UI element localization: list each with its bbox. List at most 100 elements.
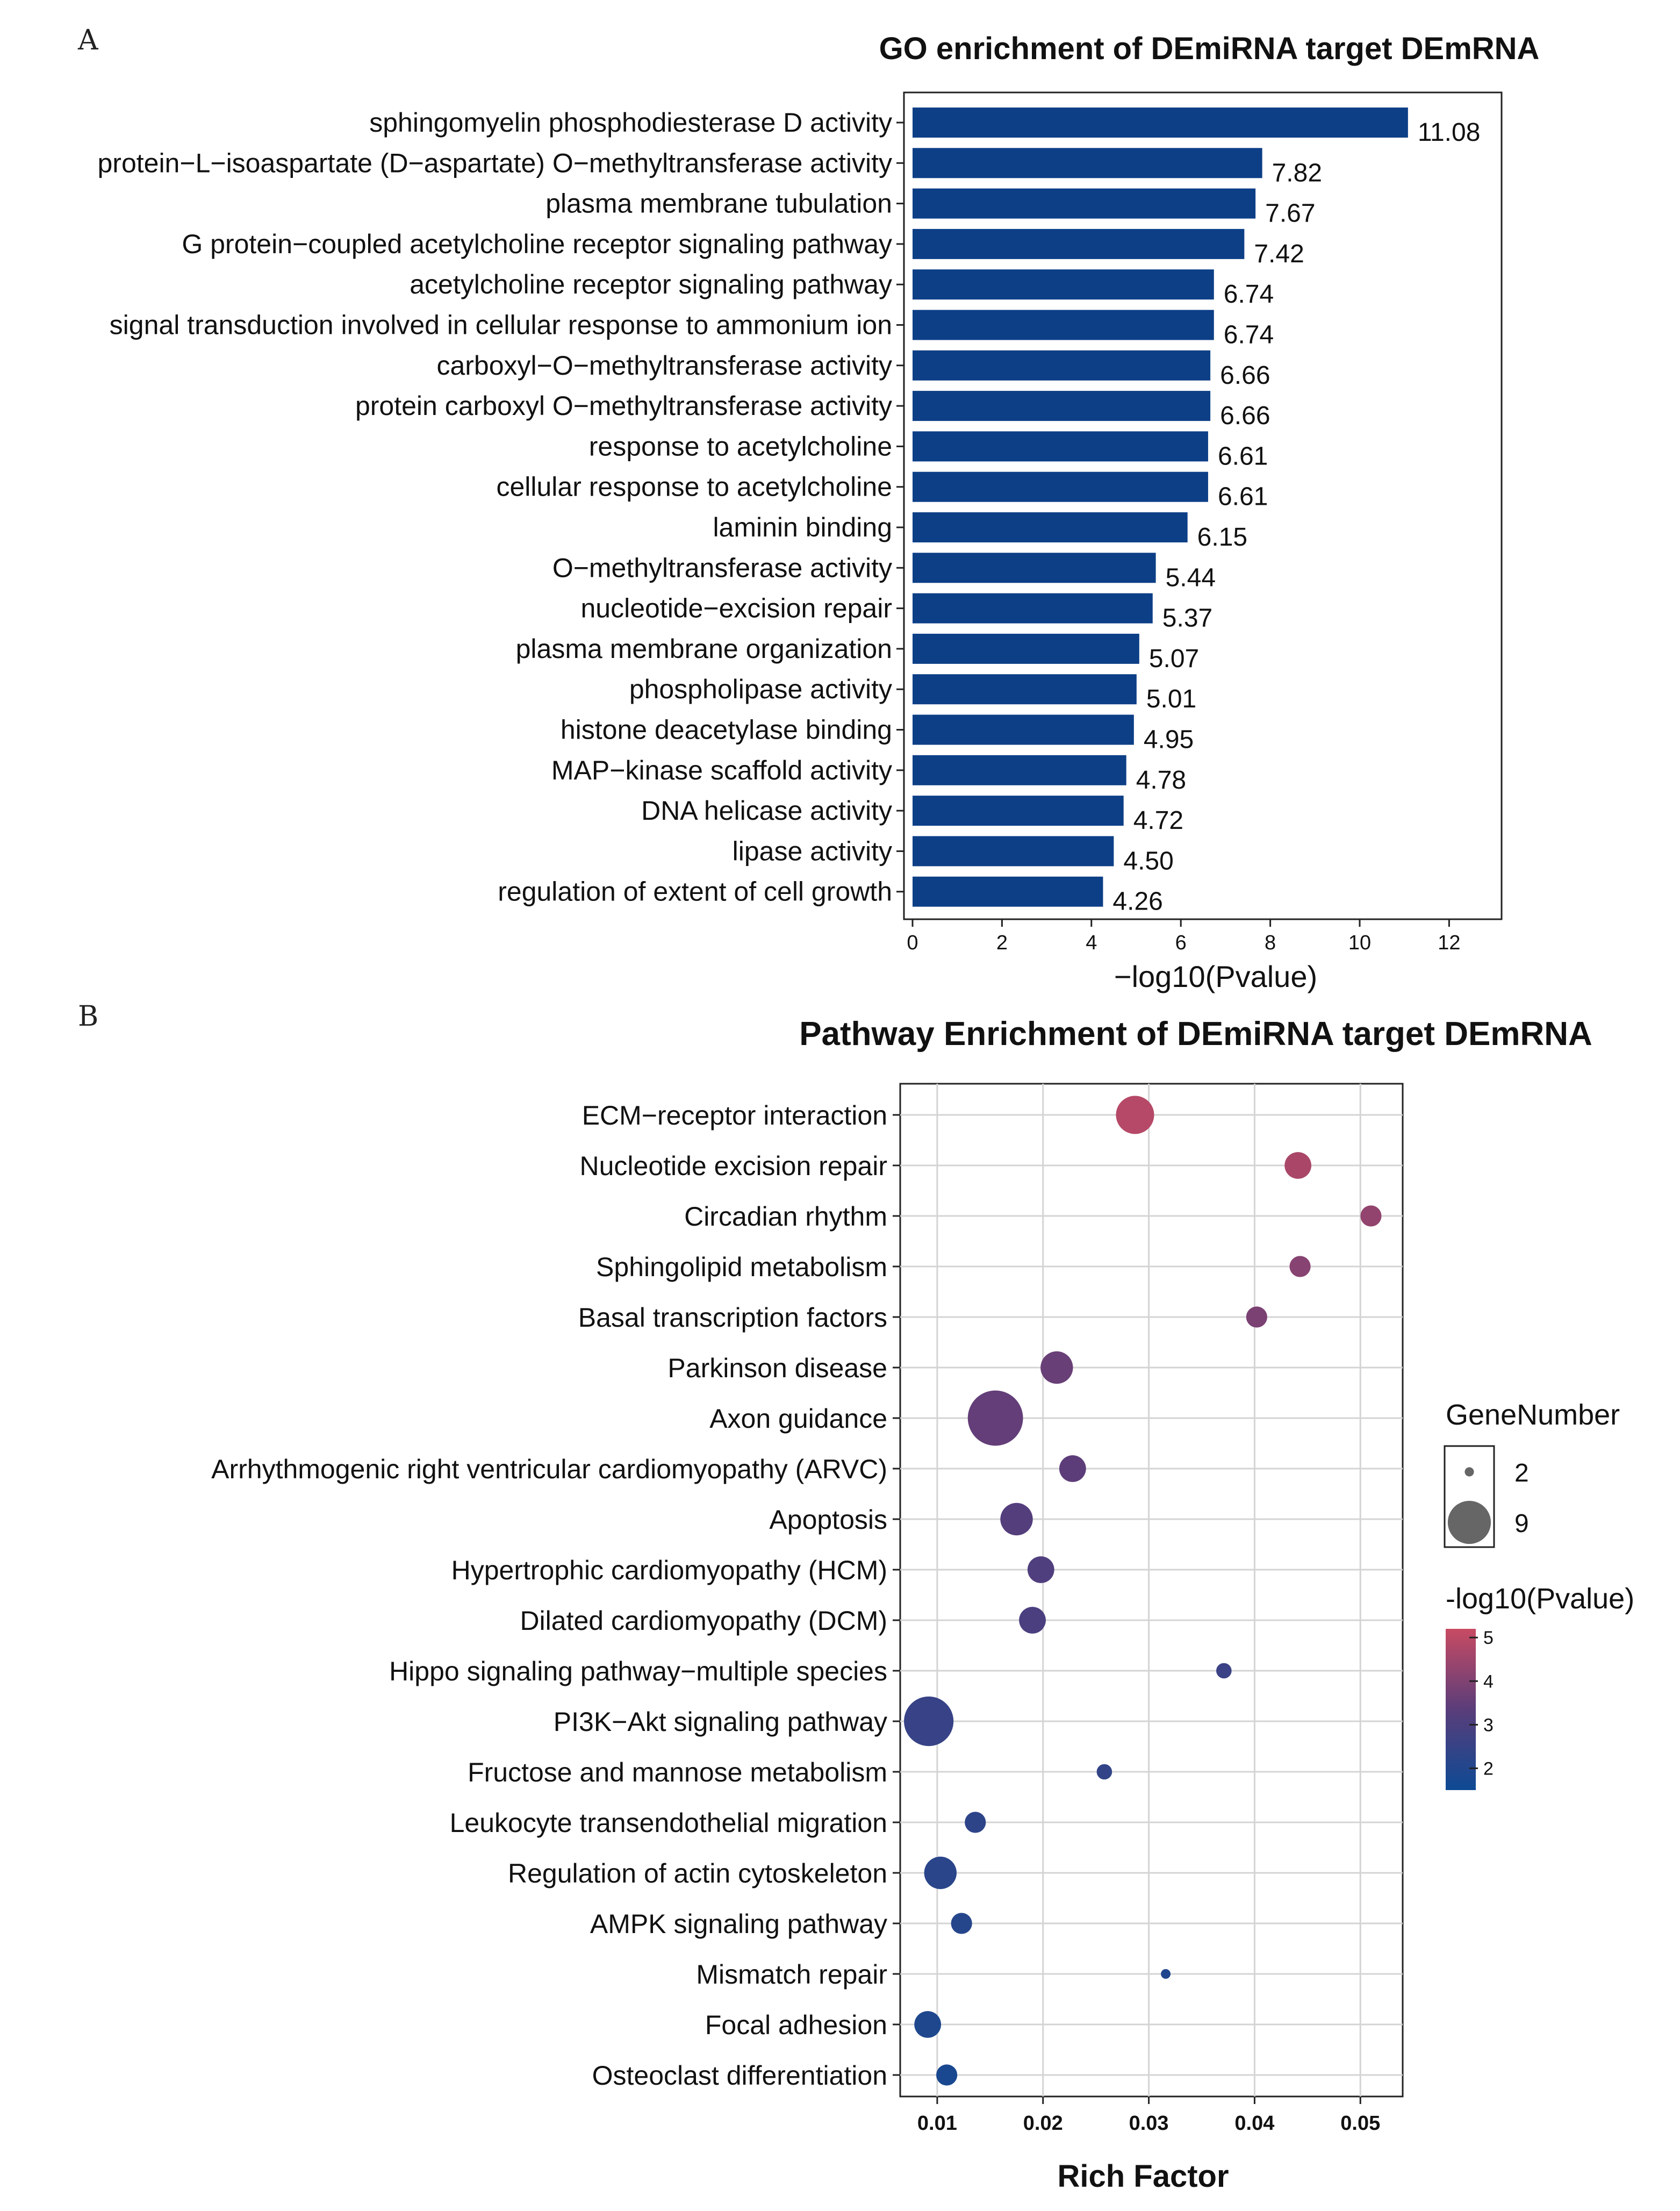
category-label: Focal adhesion: [705, 2010, 887, 2040]
value-label: 4.72: [1133, 806, 1183, 835]
category-label: laminin binding: [713, 512, 892, 542]
value-label: 6.61: [1218, 483, 1268, 511]
bubble: [1289, 1256, 1311, 1277]
bar: [913, 876, 1103, 907]
category-label: Axon guidance: [709, 1404, 887, 1434]
bubble: [1040, 1351, 1073, 1384]
category-label: Dilated cardiomyopathy (DCM): [520, 1606, 887, 1636]
panel-label-b: B: [78, 1000, 98, 1033]
value-label: 6.74: [1224, 280, 1274, 309]
category-label: protein−L−isoaspartate (D−aspartate) O−m…: [97, 148, 892, 178]
value-label: 6.74: [1224, 321, 1274, 349]
pvalue-color-legend: -log10(Pvalue) 5 4 3 2: [1446, 1583, 1634, 1790]
x-tick-label: 4: [1086, 932, 1097, 954]
category-label: G protein−coupled acetylcholine receptor…: [182, 229, 892, 259]
bubble: [904, 1696, 954, 1747]
category-label: acetylcholine receptor signaling pathway: [410, 269, 892, 299]
size-legend-title: GeneNumber: [1446, 1399, 1620, 1431]
category-label: Apoptosis: [769, 1505, 887, 1535]
panel-label-a: A: [77, 24, 99, 56]
category-label: Nucleotide excision repair: [579, 1151, 887, 1181]
value-label: 6.66: [1220, 402, 1270, 430]
bar: [913, 796, 1124, 826]
bar: [913, 674, 1137, 705]
bubble: [936, 2064, 958, 2086]
category-label: protein carboxyl O−methyltransferase act…: [355, 391, 892, 421]
x-tick-label: 0.01: [917, 2112, 957, 2135]
size-legend-label: 9: [1514, 1509, 1529, 1538]
bubble: [1116, 1096, 1154, 1134]
x-tick-label: 2: [996, 932, 1008, 954]
bubble: [951, 1913, 972, 1934]
category-label: DNA helicase activity: [641, 796, 892, 826]
chart-title-a: GO enrichment of DEmiRNA target DEmRNA: [879, 31, 1540, 66]
category-label: Regulation of actin cytoskeleton: [508, 1858, 887, 1888]
x-tick-label: 6: [1175, 932, 1187, 954]
size-legend-symbol: [1447, 1500, 1491, 1544]
category-label: plasma membrane organization: [516, 634, 892, 664]
category-label: Parkinson disease: [667, 1353, 887, 1383]
bar: [913, 755, 1126, 785]
category-label: Circadian rhythm: [684, 1201, 887, 1232]
value-label: 5.07: [1149, 645, 1199, 673]
bubble: [1161, 1969, 1171, 1979]
category-label: signal transduction involved in cellular…: [110, 310, 892, 340]
bubble: [1000, 1502, 1033, 1536]
bubble: [1360, 1205, 1382, 1227]
category-label: Hypertrophic cardiomyopathy (HCM): [451, 1555, 887, 1585]
bar: [913, 593, 1153, 624]
category-label: sphingomyelin phosphodiesterase D activi…: [369, 108, 892, 138]
bubble: [965, 1812, 986, 1833]
x-tick-label: 0.02: [1023, 2112, 1063, 2135]
bar: [913, 269, 1214, 300]
value-label: 6.15: [1197, 523, 1247, 552]
bar: [913, 714, 1134, 745]
colorbar-tick-label: 5: [1483, 1628, 1494, 1648]
chart-title-b: Pathway Enrichment of DEmiRNA target DEm…: [799, 1015, 1592, 1053]
value-label: 4.50: [1123, 847, 1173, 875]
bar: [913, 471, 1208, 502]
bar: [913, 228, 1245, 259]
bar: [913, 310, 1214, 340]
category-label: O−methyltransferase activity: [552, 553, 892, 583]
colorbar-tick-label: 2: [1483, 1758, 1494, 1779]
x-tick-label: 0: [907, 932, 918, 954]
value-label: 5.01: [1146, 685, 1196, 713]
category-label: nucleotide−excision repair: [580, 593, 892, 624]
bar: [913, 431, 1208, 462]
bar: [913, 391, 1211, 421]
value-label: 4.78: [1136, 766, 1186, 795]
bar: [913, 553, 1156, 583]
bubble: [1216, 1663, 1232, 1679]
category-label: phospholipase activity: [629, 674, 892, 704]
category-label: carboxyl−O−methyltransferase activity: [436, 350, 892, 381]
bubble: [967, 1390, 1023, 1446]
color-legend-bar: [1446, 1629, 1476, 1790]
value-label: 5.44: [1166, 563, 1216, 592]
color-legend-title: -log10(Pvalue): [1446, 1583, 1634, 1615]
go-enrichment-bar-chart: A GO enrichment of DEmiRNA target DEmRNA…: [77, 24, 1539, 993]
value-label: 6.61: [1218, 442, 1268, 470]
bubble: [924, 1856, 957, 1890]
x-tick-label: 0.04: [1234, 2112, 1274, 2135]
value-label: 7.42: [1254, 240, 1304, 268]
x-tick-label: 0.05: [1340, 2112, 1380, 2135]
bar: [913, 836, 1114, 867]
category-label: Fructose and mannose metabolism: [468, 1757, 887, 1787]
bar: [913, 108, 1408, 138]
gene-number-legend: GeneNumber 2 9: [1444, 1399, 1620, 1548]
category-label: Sphingolipid metabolism: [596, 1252, 887, 1282]
category-label: Hippo signaling pathway−multiple species: [389, 1656, 887, 1686]
category-label: cellular response to acetylcholine: [496, 472, 892, 502]
category-label: Arrhythmogenic right ventricular cardiom…: [211, 1454, 887, 1484]
value-label: 4.26: [1112, 888, 1162, 916]
x-axis-label-a: −log10(Pvalue): [1114, 960, 1317, 993]
size-legend-label: 2: [1514, 1459, 1529, 1487]
bubble: [1027, 1556, 1054, 1583]
category-label: plasma membrane tubulation: [545, 189, 892, 219]
bubble: [1284, 1152, 1312, 1179]
category-label: histone deacetylase binding: [561, 715, 892, 745]
plot-frame-b: [899, 1083, 1404, 2098]
colorbar-tick-label: 4: [1483, 1671, 1494, 1692]
bubble: [1059, 1455, 1086, 1482]
